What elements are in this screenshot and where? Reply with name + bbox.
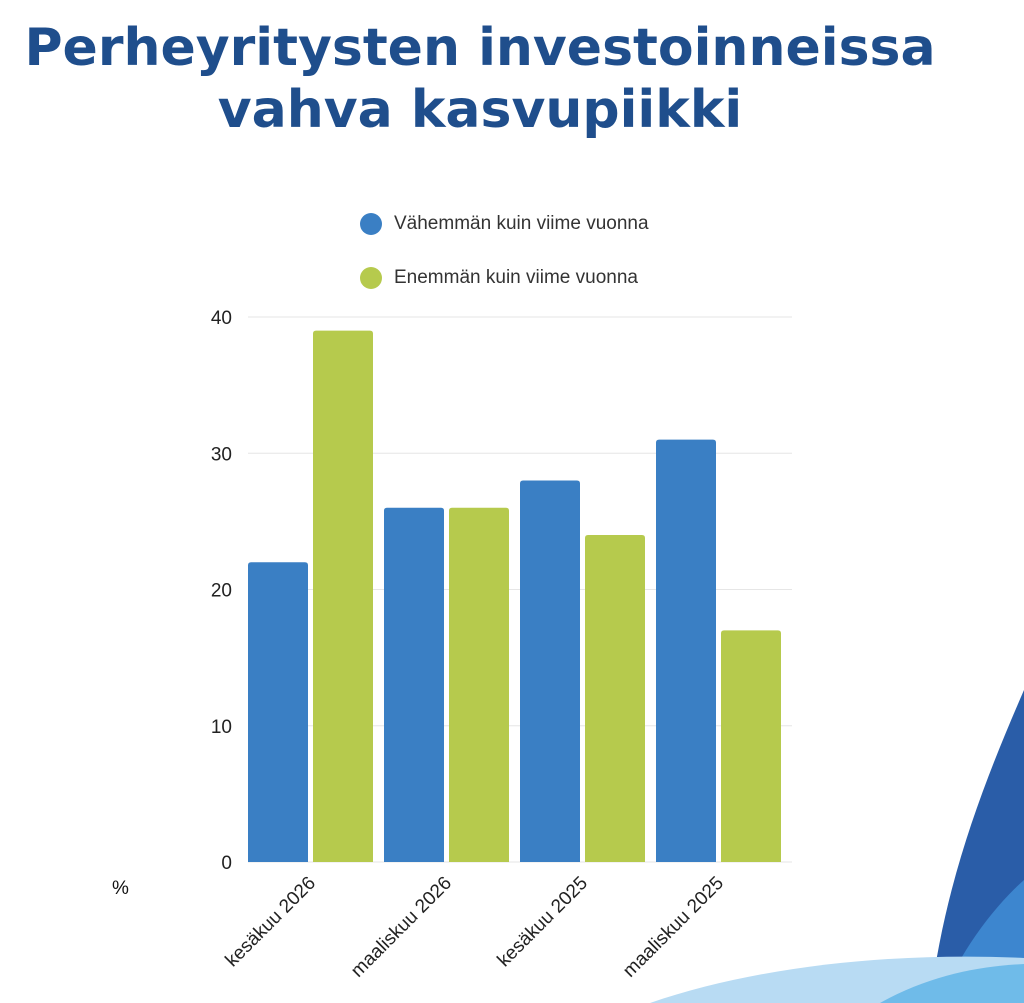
decor-sky-blue-swoosh: [880, 964, 1024, 1003]
y-axis-unit-label: %: [112, 878, 129, 899]
bars: [248, 330, 781, 862]
x-tick-label: kesäkuu 2026: [222, 873, 321, 972]
x-tick-label: maaliskuu 2025: [619, 873, 728, 982]
legend-swatch-green: [360, 267, 382, 289]
bar-more-3: [721, 630, 781, 862]
page-title-line-2: vahva kasvupiikki: [217, 80, 743, 140]
legend-item-more: Enemmän kuin viime vuonna: [360, 265, 638, 291]
bar-less-1: [384, 507, 444, 862]
y-axis-tick-labels: 0 10 20 30 40: [211, 308, 232, 874]
y-tick-label: 10: [211, 717, 232, 738]
y-tick-label: 20: [211, 581, 232, 602]
y-tick-label: 40: [211, 308, 232, 329]
legend-label-less: Vähemmän kuin viime vuonna: [394, 213, 649, 234]
bar-less-0: [248, 562, 308, 862]
x-tick-label: maaliskuu 2026: [347, 873, 456, 982]
bar-less-3: [656, 439, 716, 862]
x-tick-label: kesäkuu 2025: [494, 873, 593, 972]
legend-item-less: Vähemmän kuin viime vuonna: [360, 211, 649, 237]
x-axis-tick-labels: kesäkuu 2026 maaliskuu 2026 kesäkuu 2025 ma…: [222, 873, 729, 982]
legend-swatch-blue: [360, 213, 382, 235]
bar-more-0: [313, 330, 373, 862]
y-tick-label: 0: [221, 853, 232, 874]
legend-label-more: Enemmän kuin viime vuonna: [394, 267, 638, 288]
bar-more-2: [585, 535, 645, 862]
bar-more-1: [449, 507, 509, 862]
bar-less-2: [520, 480, 580, 862]
y-tick-label: 30: [211, 444, 232, 465]
page-title-line-1: Perheyritysten investoinneissa: [24, 18, 936, 78]
